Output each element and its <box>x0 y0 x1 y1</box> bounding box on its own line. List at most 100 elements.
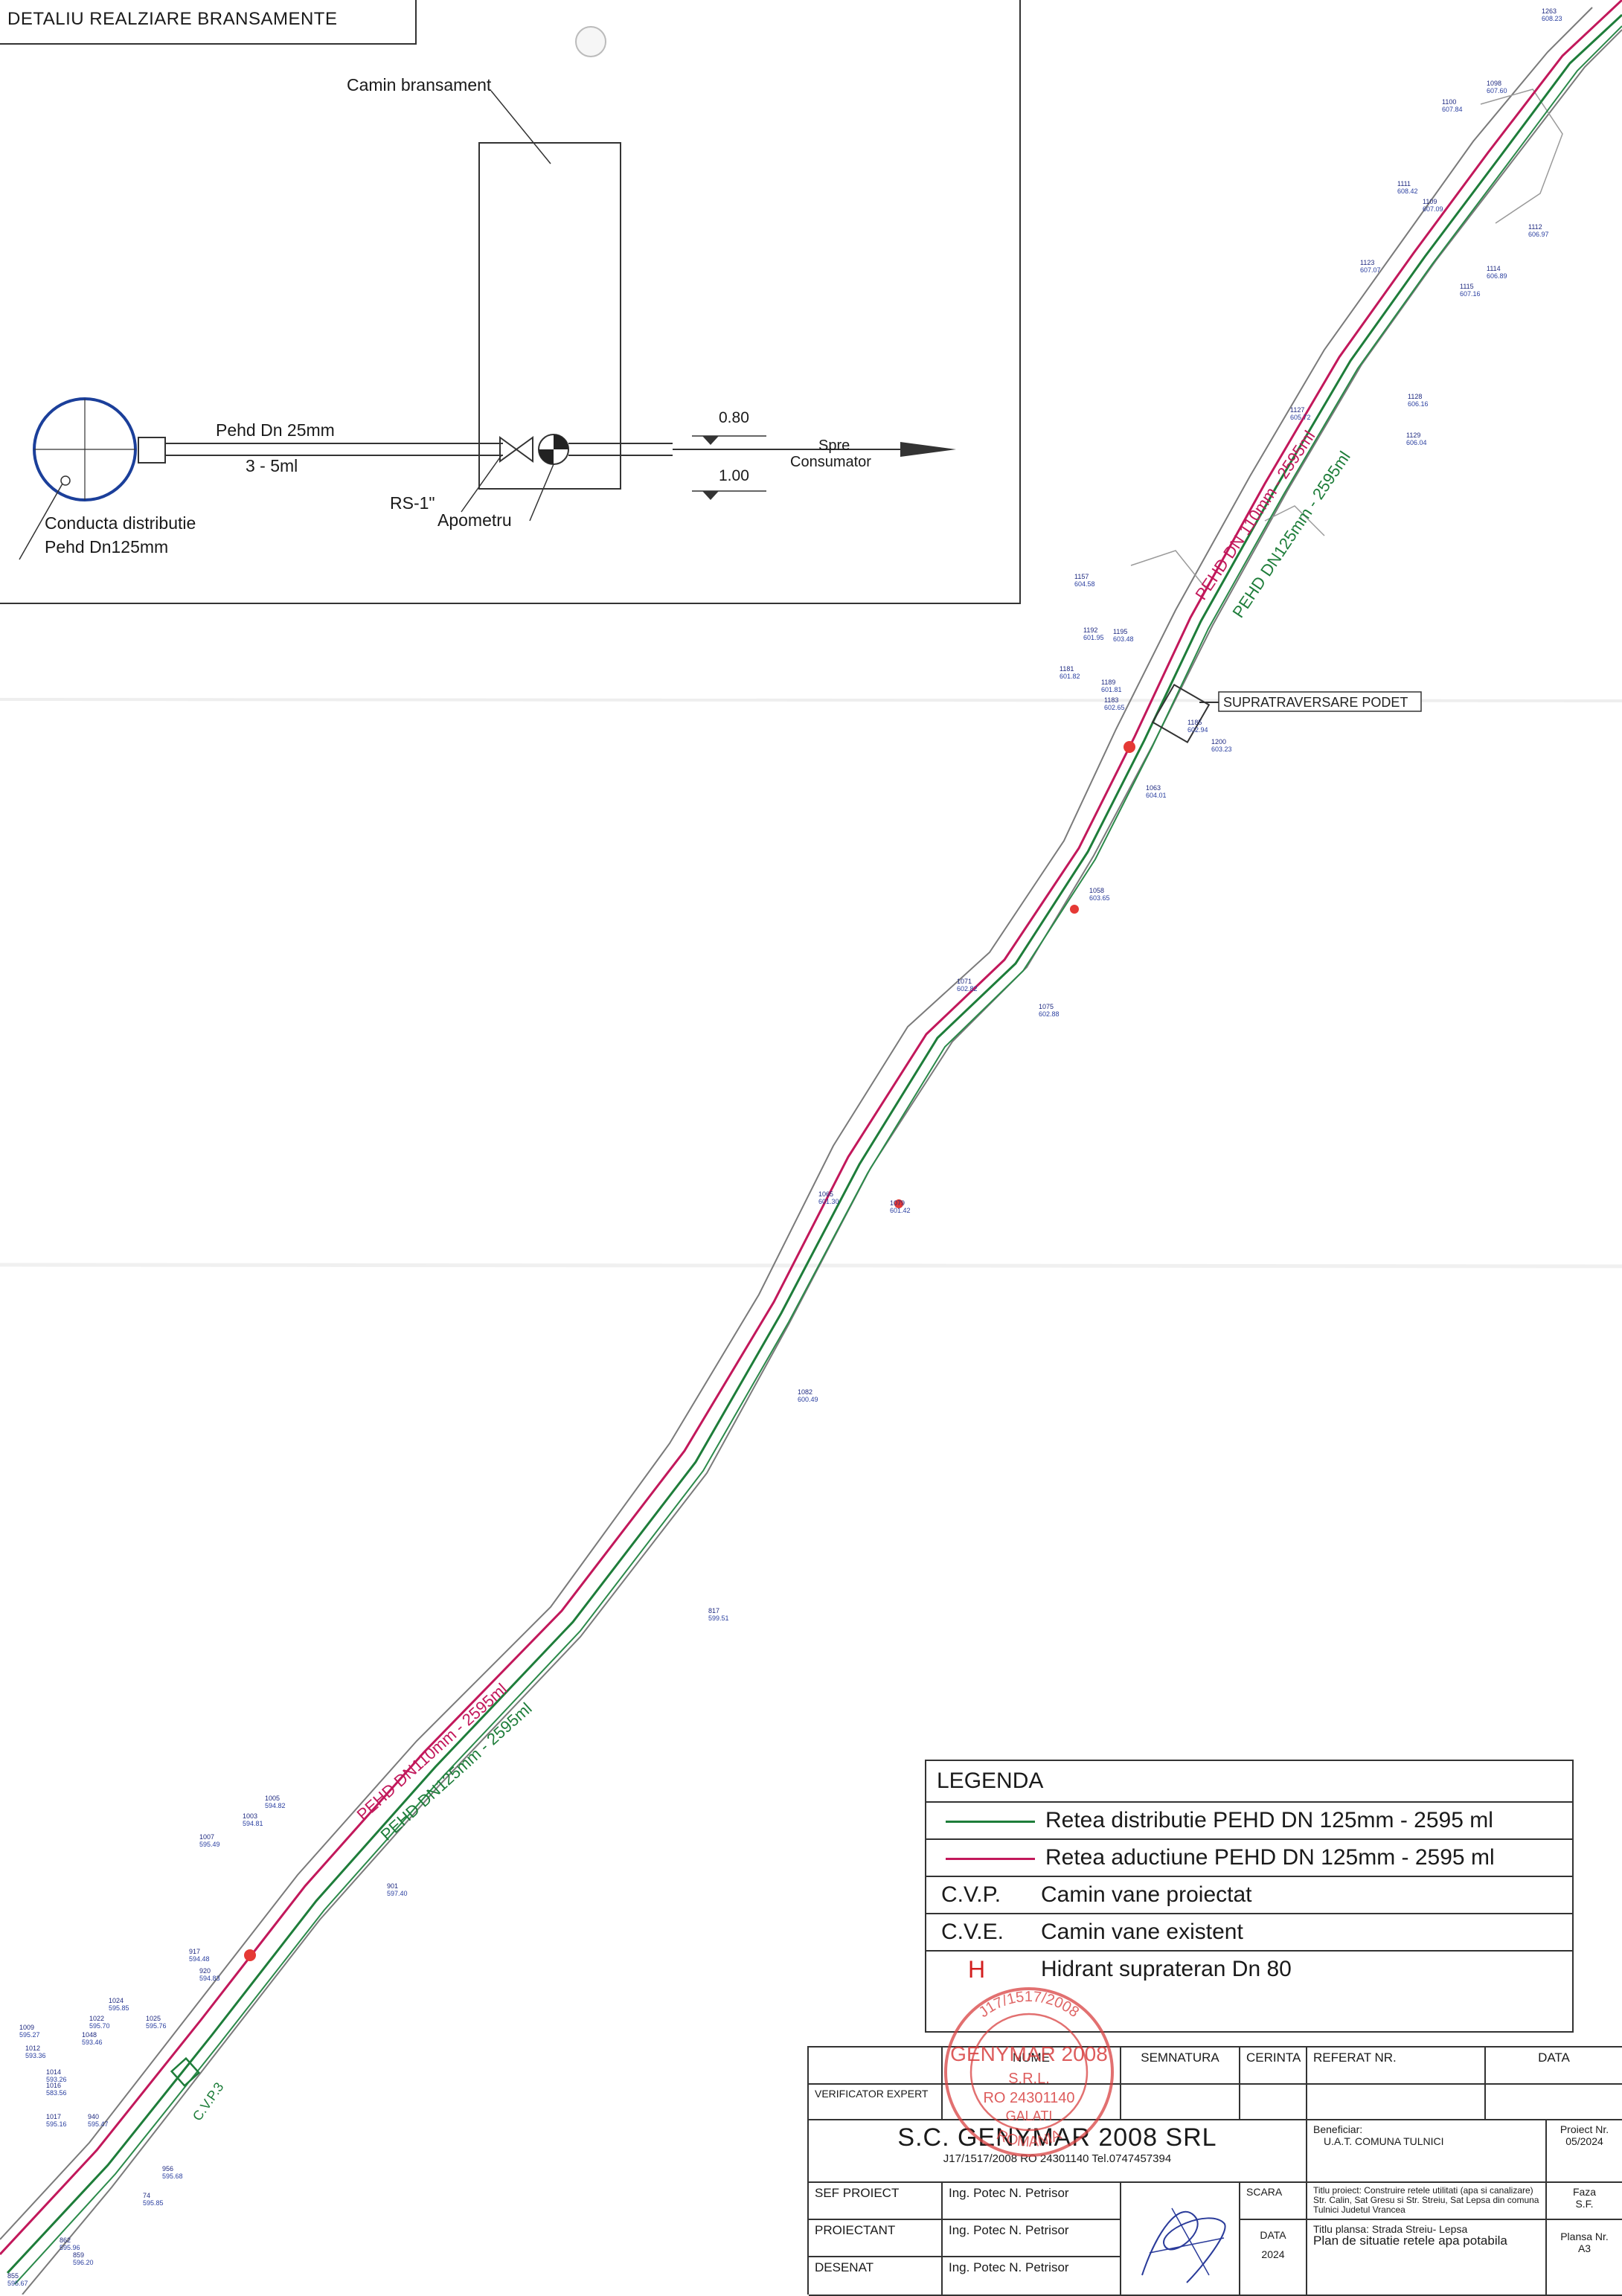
survey-point-id: 1016 <box>46 2082 61 2089</box>
survey-point-elevation: 595.76 <box>146 2022 167 2030</box>
tb-empty <box>1240 2085 1307 2120</box>
network-distributie-offset <box>14 25 1622 2285</box>
tb-blank-cell <box>809 2048 943 2085</box>
depth-marker-1 <box>702 436 719 445</box>
legend-label: Retea aductiune PEHD DN 125mm - 2595 ml <box>1045 1845 1495 1870</box>
survey-point-id: 920 <box>199 1967 211 1975</box>
survey-point-elevation: 603.48 <box>1113 635 1134 643</box>
survey-point-id: 1003 <box>243 1812 257 1820</box>
survey-point-elevation: 602.94 <box>1187 726 1208 734</box>
data-value: 2024 <box>1261 2248 1285 2260</box>
legend-label: Camin vane proiectat <box>1041 1882 1252 1907</box>
survey-point-elevation: 607.84 <box>1442 106 1463 113</box>
survey-point-id: 1111 <box>1397 180 1411 187</box>
destination-2: Consumator <box>790 454 871 470</box>
survey-point-id: 917 <box>189 1948 200 1955</box>
faza-label: Faza <box>1572 2186 1597 2198</box>
camin-box <box>478 142 621 490</box>
survey-point-elevation: 596.20 <box>73 2259 94 2266</box>
crossing-label-box <box>1218 691 1422 712</box>
survey-point-id: 855 <box>7 2272 19 2280</box>
tb-scara: SCARA <box>1240 2183 1307 2220</box>
rs-leader <box>461 455 502 513</box>
plansa-label: Plansa Nr. <box>1560 2231 1609 2242</box>
hydrant-marker <box>894 1199 903 1208</box>
tb-faza-cell: Faza S.F. <box>1547 2183 1622 2220</box>
survey-point-elevation: 601.95 <box>1083 634 1104 641</box>
camin-leader <box>490 90 551 164</box>
survey-point-elevation: 593.26 <box>46 2076 67 2083</box>
survey-point-id: 1200 <box>1211 738 1226 745</box>
stamp-text-top: J17/1517/2008 <box>976 1989 1083 2021</box>
survey-point-id: 1048 <box>82 2031 97 2039</box>
survey-point-id: 1017 <box>46 2113 61 2120</box>
survey-point-id: 1112 <box>1528 223 1542 231</box>
water-meter-fill <box>539 449 554 464</box>
tb-sef-proiect-label: SEF PROIECT <box>809 2183 943 2220</box>
length-label: 3 - 5ml <box>246 456 298 475</box>
legend-label: Retea distributie PEHD DN 125mm - 2595 m… <box>1045 1808 1493 1832</box>
depth-marker-2 <box>702 491 719 500</box>
survey-point-id: 1129 <box>1406 432 1420 439</box>
proiect-nr-value: 05/2024 <box>1565 2135 1603 2147</box>
tb-sef-proiect-value: Ing. Potec N. Petrisor <box>943 2183 1121 2220</box>
flow-arrow-head <box>900 442 956 457</box>
company-stamp: J17/1517/2008 ROMANIA GENYMAR 2008 S.R.L… <box>944 1987 1114 2157</box>
survey-point-id: 1082 <box>798 1388 812 1396</box>
legend-item-distributie: Retea distributie PEHD DN 125mm - 2595 m… <box>926 1803 1572 1840</box>
survey-point-elevation: 601.82 <box>1060 673 1080 680</box>
meter-label: Apometru <box>437 510 512 530</box>
survey-point-elevation: 594.48 <box>189 1955 210 1963</box>
legend-item-cvp: C.V.P. Camin vane proiectat <box>926 1877 1572 1914</box>
tb-header-nume: NUME <box>943 2048 1121 2085</box>
hydrant-legend-symbol: H <box>968 1956 986 1983</box>
survey-point-elevation: 608.23 <box>1542 15 1562 22</box>
survey-point-elevation: 595.70 <box>89 2022 110 2030</box>
depth-value-2: 1.00 <box>719 467 749 484</box>
tb-desenat-value: Ing. Potec N. Petrisor <box>943 2257 1121 2296</box>
faza-value: S.F. <box>1575 2198 1594 2210</box>
destination-1: Spre <box>818 437 850 454</box>
scan-artifact-line <box>0 1263 1622 1269</box>
tb-company-cell: S.C. GENYMAR 2008 SRL J17/1517/2008 RO 2… <box>809 2120 1307 2183</box>
survey-point-id: 1063 <box>1146 784 1161 792</box>
tb-header-referat: REFERAT NR. <box>1307 2048 1486 2085</box>
parcel-boundary <box>1130 89 1563 589</box>
survey-point-elevation: 601.30 <box>818 1198 839 1205</box>
tb-titlu-plansa-cell: Titlu plansa: Strada Streiu- Lepsa Plan … <box>1307 2220 1547 2296</box>
survey-point-id: 1022 <box>89 2015 104 2022</box>
survey-point-id: 862 <box>60 2236 71 2244</box>
valve-icon-right <box>515 436 533 463</box>
crossing-box <box>1151 684 1211 743</box>
survey-point-elevation: 599.51 <box>708 1614 729 1622</box>
legend-label: Hidrant suprateran Dn 80 <box>1041 1957 1292 1981</box>
legend-line-green <box>946 1821 1035 1823</box>
survey-point-id: 1115 <box>1460 283 1474 290</box>
stamp-srl: S.R.L. <box>1008 2071 1050 2087</box>
survey-point-id: 859 <box>73 2251 84 2259</box>
survey-point-elevation: 600.49 <box>798 1396 818 1403</box>
survey-point-elevation: 595.68 <box>162 2172 183 2180</box>
survey-point-id: 1079 <box>890 1199 905 1207</box>
beneficiar-value: U.A.T. COMUNA TULNICI <box>1324 2135 1444 2147</box>
survey-point-elevation: 594.81 <box>243 1820 263 1827</box>
survey-point-elevation: 594.83 <box>199 1975 220 1982</box>
crossing-label: SUPRATRAVERSARE PODET <box>1223 695 1408 710</box>
legend-code: C.V.P. <box>941 1882 1001 1907</box>
survey-point-elevation: 607.09 <box>1423 205 1443 213</box>
